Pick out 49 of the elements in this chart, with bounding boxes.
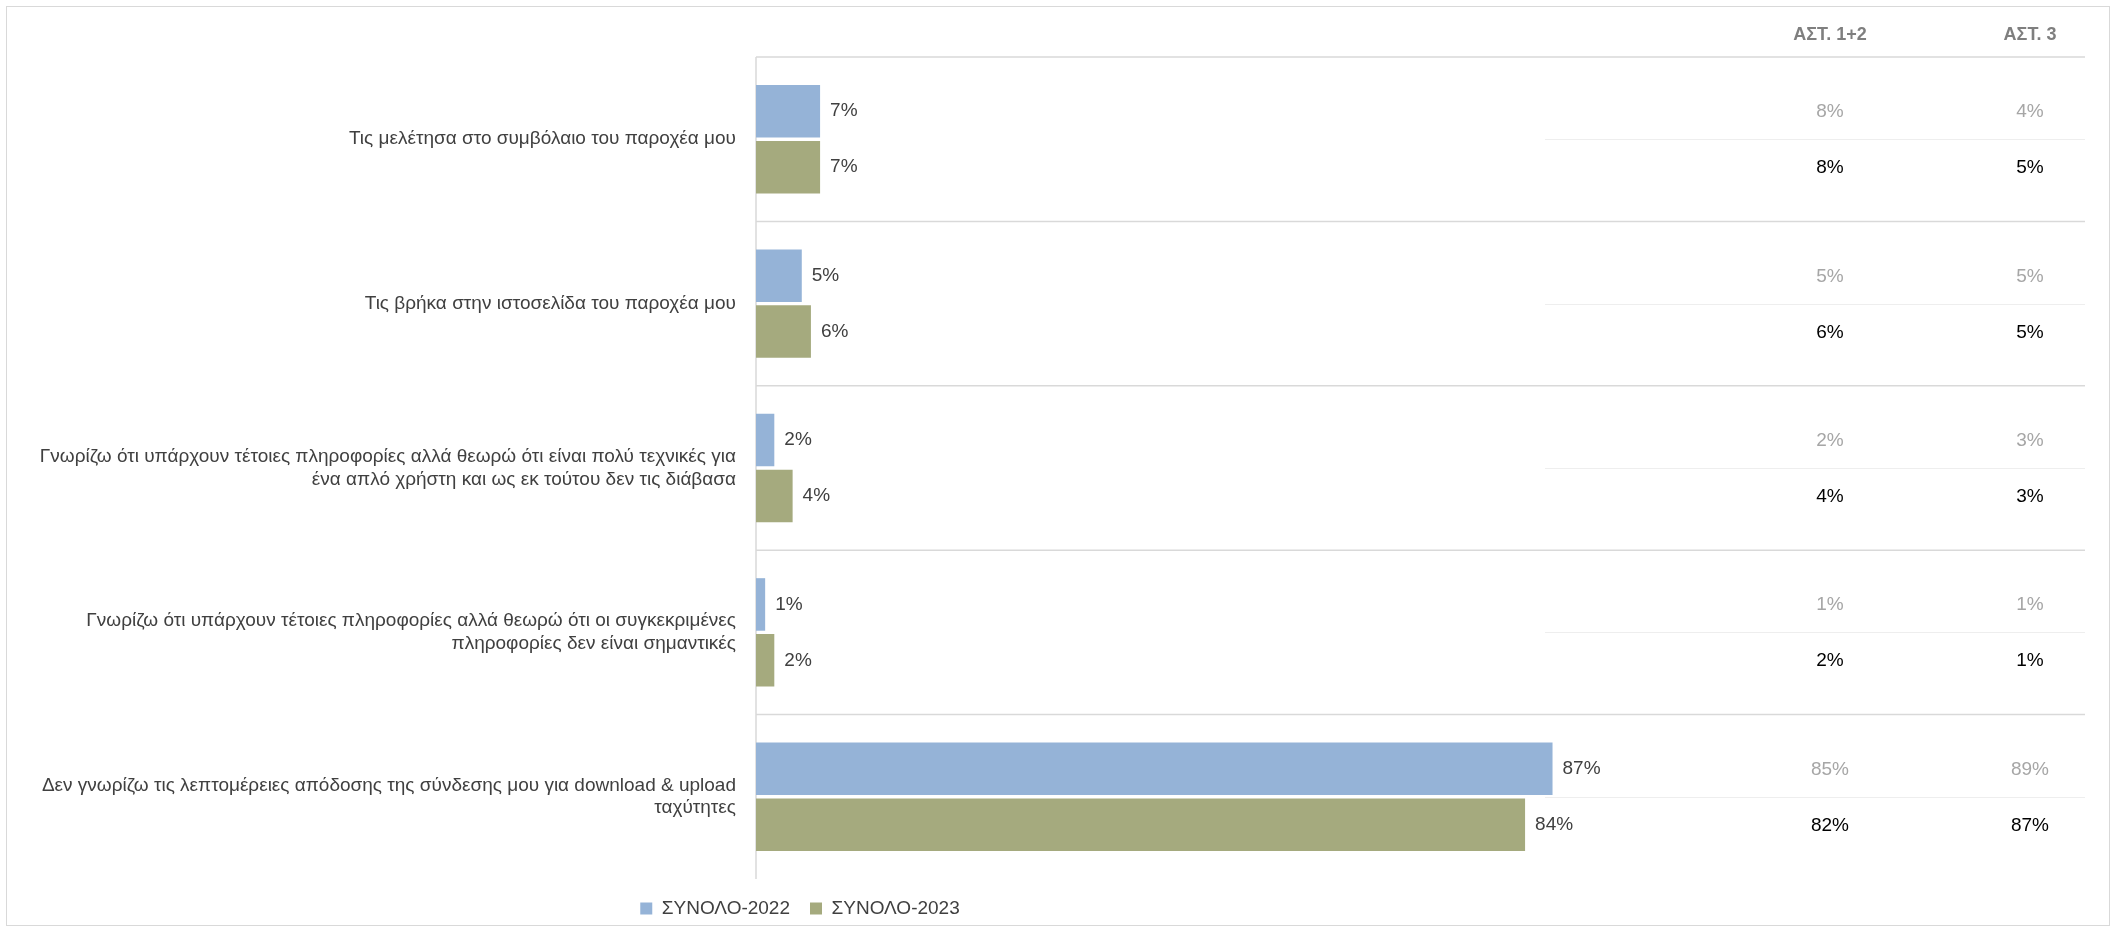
data-label: 2% xyxy=(1816,649,1844,672)
data-label: 5% xyxy=(2016,156,2044,179)
bar xyxy=(756,578,766,631)
data-label: 4% xyxy=(1816,484,1844,507)
bar xyxy=(756,84,821,138)
data-label: 5% xyxy=(2016,264,2044,287)
data-label: 7% xyxy=(830,155,858,177)
data-label: 85% xyxy=(1810,757,1850,780)
data-label: 4% xyxy=(2016,100,2044,123)
legend-label: ΣΥΝΟΛΟ-2022 xyxy=(661,896,791,918)
data-label: 5% xyxy=(1816,264,1844,287)
data-label: 8% xyxy=(1816,100,1844,123)
data-label: 3% xyxy=(2016,429,2044,452)
category-label: ΑΣΤ. 3 xyxy=(2003,23,2057,45)
data-label: 1% xyxy=(1816,593,1844,616)
y-tick-label: Γνωρίζω ότι υπάρχουν τέτοιες πληροφορίες αλλά θεωρώ ότι οι συγκεκριμένες πληροφορίες δεν είναι σημαντικές xyxy=(86,609,736,654)
data-label: 4% xyxy=(802,484,831,506)
data-label: 5% xyxy=(811,263,840,285)
bar xyxy=(756,249,802,302)
data-label: 89% xyxy=(2010,757,2050,780)
data-label: 82% xyxy=(1810,813,1850,836)
category-label: ΑΣΤ. 1+2 xyxy=(1793,23,1867,45)
y-tick-label: Τις βρήκα στην ιστοσελίδα του παροχέα μου xyxy=(364,291,736,313)
bar xyxy=(756,469,793,523)
data-label: 7% xyxy=(830,99,858,121)
data-label: 1% xyxy=(2016,649,2044,672)
data-label: 2% xyxy=(784,648,812,670)
bar xyxy=(756,742,1553,796)
bar xyxy=(756,798,1526,852)
data-label: 1% xyxy=(2016,593,2044,616)
data-label: 87% xyxy=(1562,757,1601,779)
bar xyxy=(756,305,811,358)
y-tick-label: Τις μελέτησα στο συμβόλαιο του παροχέα μου xyxy=(348,127,736,149)
y-tick-label: Γνωρίζω ότι υπάρχουν τέτοιες πληροφορίες αλλά θεωρώ ότι είναι πολύ τεχνικές για ένα απλό χρήστη και ως εκ τούτου δεν τις διάβασα xyxy=(39,444,736,489)
data-label: 6% xyxy=(820,319,849,341)
data-label: 3% xyxy=(2016,484,2044,507)
data-label: 2% xyxy=(1816,429,1844,452)
legend-label: ΣΥΝΟΛΟ-2023 xyxy=(831,896,960,918)
data-label: 84% xyxy=(1535,812,1574,834)
y-tick-label: Δεν γνωρίζω τις λεπτομέρειες απόδοσης της σύνδεσης μου για download & upload ταχύτητες xyxy=(41,773,736,818)
data-label: 6% xyxy=(1816,320,1844,343)
bar xyxy=(756,140,821,194)
bar xyxy=(756,413,775,467)
data-label: 2% xyxy=(784,428,812,450)
bar xyxy=(756,634,775,687)
data-label: 8% xyxy=(1816,156,1844,179)
data-label: 1% xyxy=(775,592,803,614)
data-label: 87% xyxy=(2010,813,2050,836)
data-label: 5% xyxy=(2016,320,2044,343)
